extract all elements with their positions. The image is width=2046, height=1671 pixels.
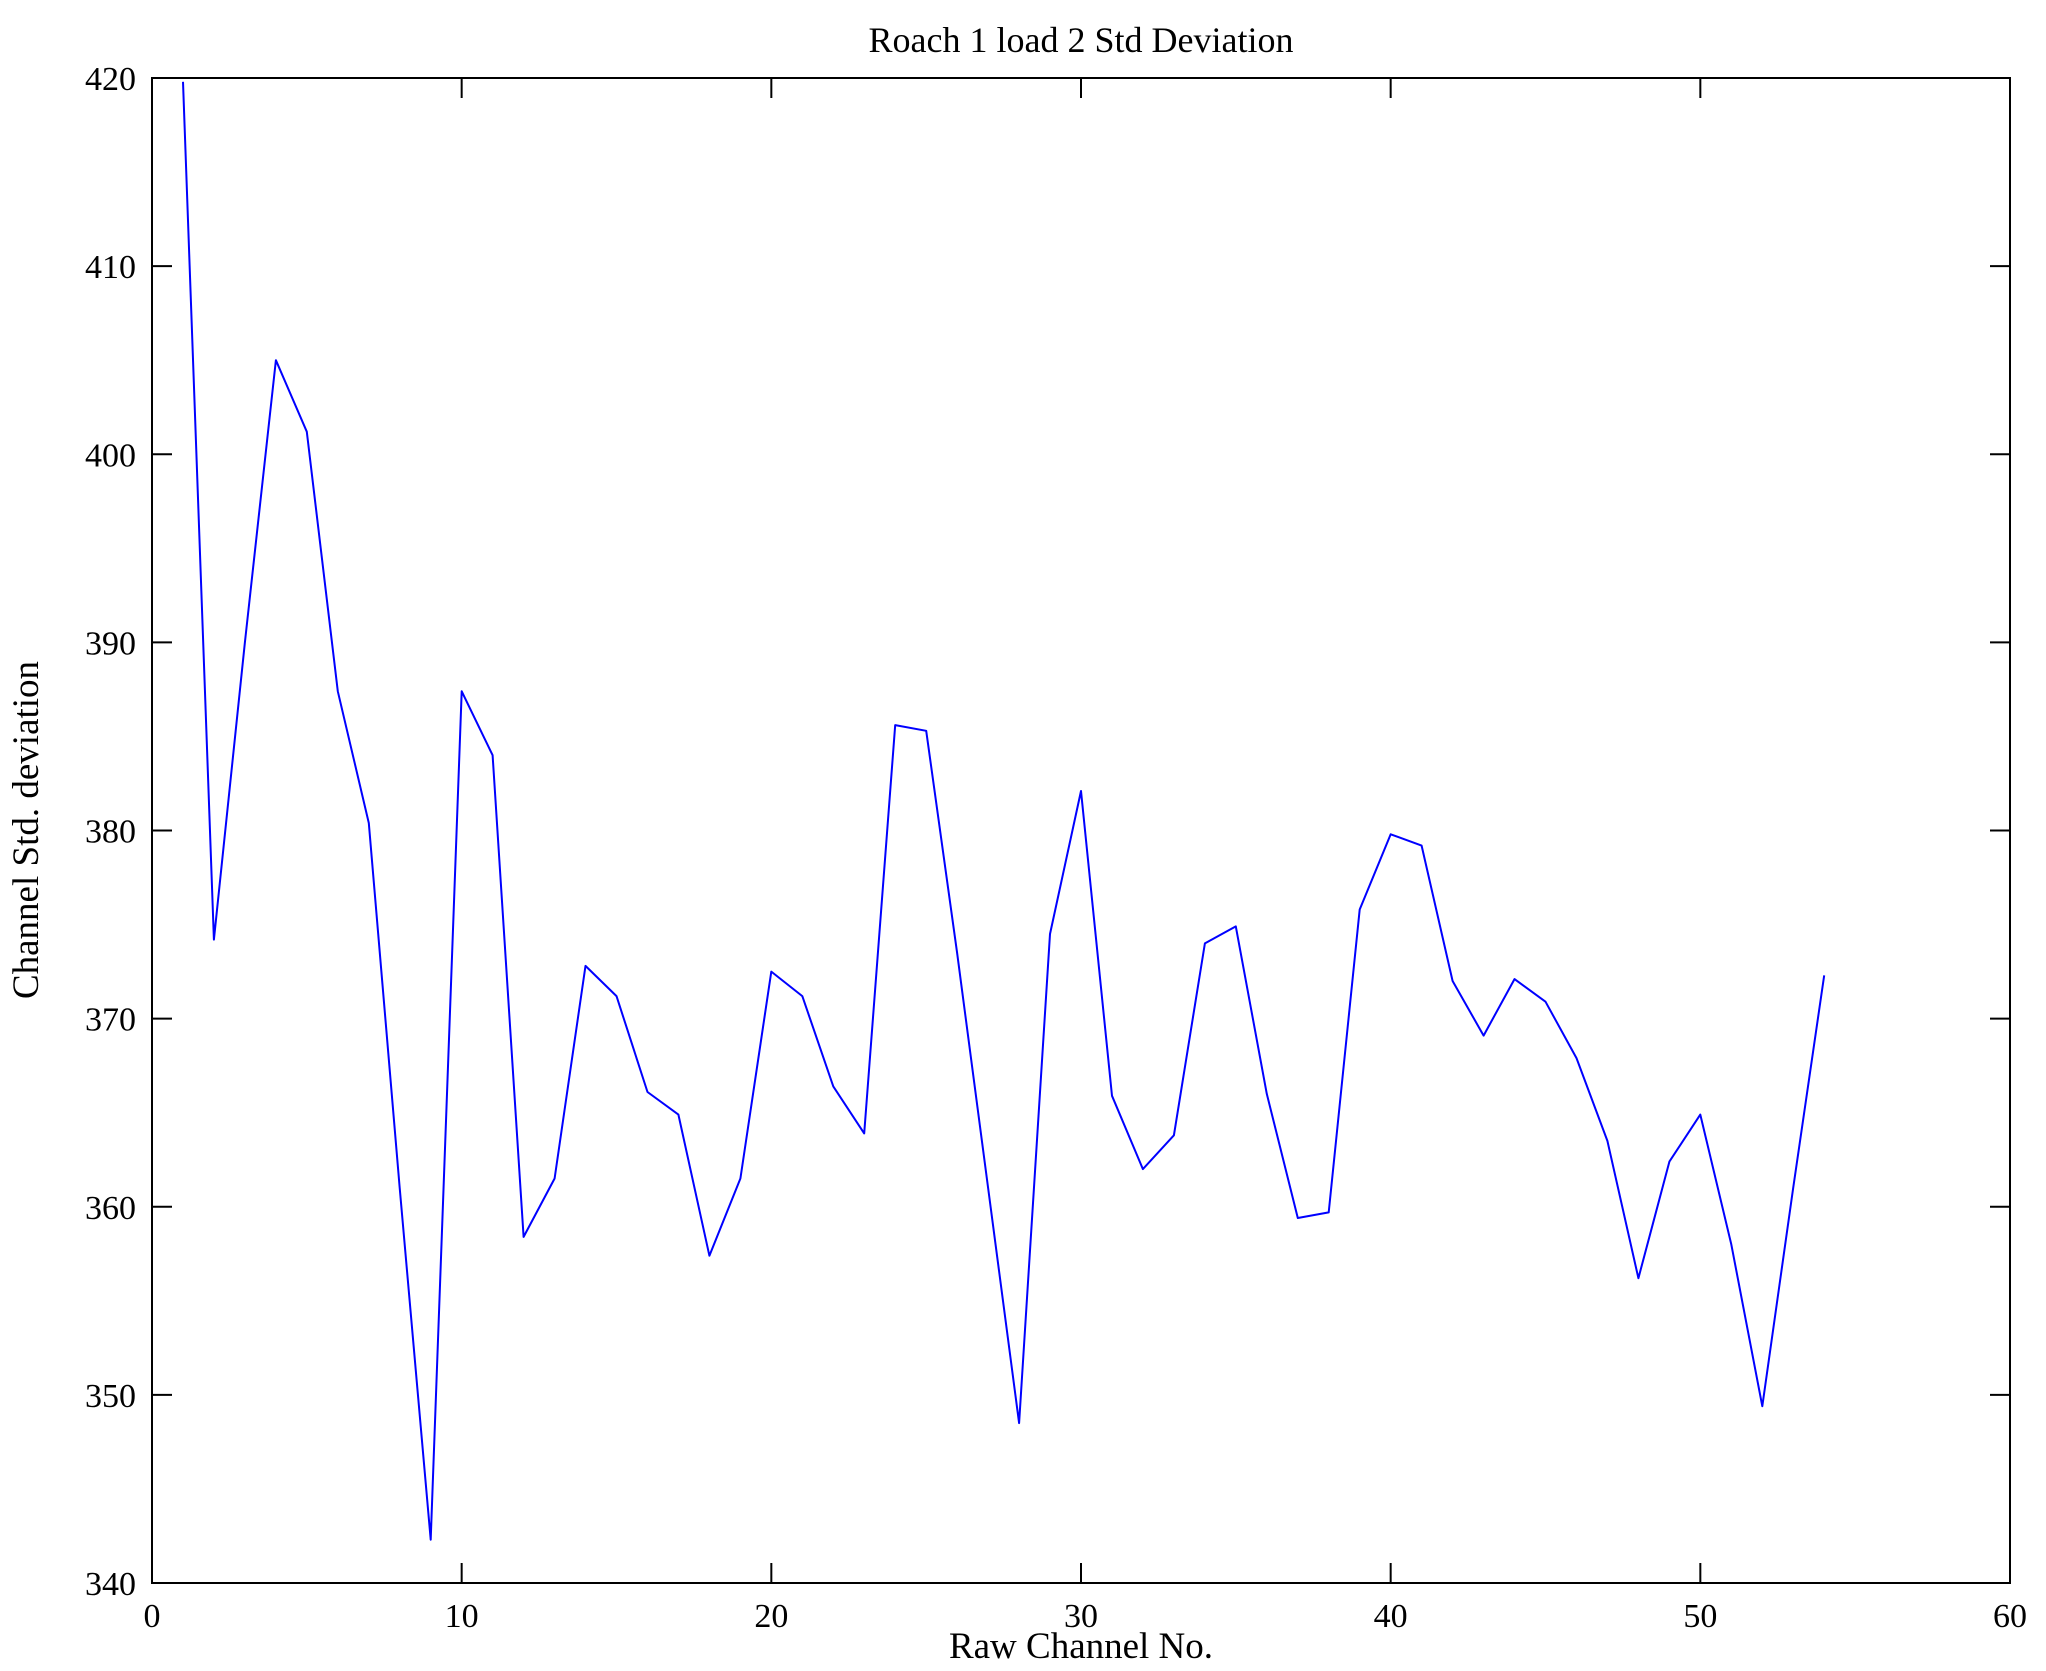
axis-ticks — [151, 77, 2011, 1584]
y-tick-label: 390 — [85, 625, 136, 662]
y-tick-label: 410 — [85, 249, 136, 286]
y-tick-label: 340 — [85, 1566, 136, 1603]
axis-tick-labels: 0 10 20 30 40 50 60 340 350 360 370 380 390 400 410 420 — [85, 61, 2027, 1635]
y-tick-label: 350 — [85, 1378, 136, 1415]
x-tick-label: 30 — [1064, 1598, 1098, 1635]
y-axis-label: Channel Std. deviation — [6, 661, 47, 999]
y-tick-label: 360 — [85, 1190, 136, 1227]
data-series — [182, 81, 1826, 1541]
x-axis-label: Raw Channel No. — [949, 1626, 1213, 1667]
y-tick-label: 370 — [85, 1002, 136, 1039]
y-tick-label: 420 — [85, 61, 136, 98]
data-line — [182, 81, 1826, 1541]
y-tick-label: 400 — [85, 437, 136, 474]
x-tick-label: 20 — [754, 1598, 788, 1635]
plot-frame — [151, 77, 2011, 1584]
chart-title: Roach 1 load 2 Std Deviation — [869, 20, 1294, 60]
x-tick-label: 0 — [144, 1598, 161, 1635]
x-tick-label: 60 — [1993, 1598, 2027, 1635]
x-tick-label: 10 — [445, 1598, 479, 1635]
x-tick-label: 50 — [1683, 1598, 1717, 1635]
y-tick-label: 380 — [85, 814, 136, 851]
x-tick-label: 40 — [1374, 1598, 1408, 1635]
